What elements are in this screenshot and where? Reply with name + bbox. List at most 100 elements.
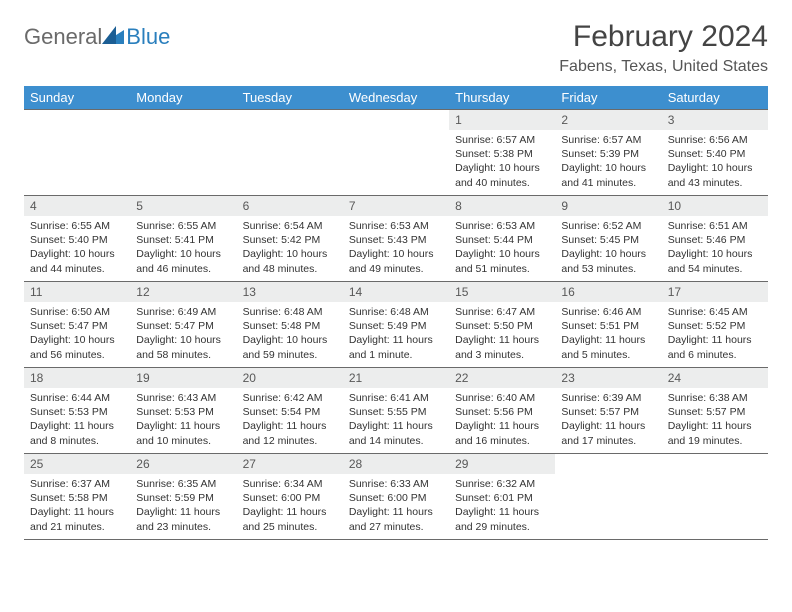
daylight-text: Daylight: 10 hours and 56 minutes. [30,333,124,361]
sunrise-text: Sunrise: 6:55 AM [30,219,124,233]
sunrise-text: Sunrise: 6:39 AM [561,391,655,405]
sunrise-text: Sunrise: 6:46 AM [561,305,655,319]
day-number: 25 [24,454,130,474]
weekday-header: Friday [555,86,661,110]
day-info: Sunrise: 6:54 AMSunset: 5:42 PMDaylight:… [237,216,343,280]
day-info: Sunrise: 6:37 AMSunset: 5:58 PMDaylight:… [24,474,130,538]
daylight-text: Daylight: 10 hours and 43 minutes. [668,161,762,189]
sunset-text: Sunset: 6:00 PM [243,491,337,505]
calendar-day-cell: 17Sunrise: 6:45 AMSunset: 5:52 PMDayligh… [662,282,768,368]
calendar-day-cell: 7Sunrise: 6:53 AMSunset: 5:43 PMDaylight… [343,196,449,282]
calendar-day-cell: 20Sunrise: 6:42 AMSunset: 5:54 PMDayligh… [237,368,343,454]
calendar-week-row: 25Sunrise: 6:37 AMSunset: 5:58 PMDayligh… [24,454,768,540]
sunrise-text: Sunrise: 6:57 AM [561,133,655,147]
sunset-text: Sunset: 5:57 PM [561,405,655,419]
calendar-week-row: 18Sunrise: 6:44 AMSunset: 5:53 PMDayligh… [24,368,768,454]
day-number: 11 [24,282,130,302]
daylight-text: Daylight: 11 hours and 23 minutes. [136,505,230,533]
weekday-header: Tuesday [237,86,343,110]
weekday-header-row: Sunday Monday Tuesday Wednesday Thursday… [24,86,768,110]
calendar-day-cell: 4Sunrise: 6:55 AMSunset: 5:40 PMDaylight… [24,196,130,282]
calendar-day-cell: 3Sunrise: 6:56 AMSunset: 5:40 PMDaylight… [662,110,768,196]
day-info: Sunrise: 6:38 AMSunset: 5:57 PMDaylight:… [662,388,768,452]
sunset-text: Sunset: 6:00 PM [349,491,443,505]
calendar-body: 1Sunrise: 6:57 AMSunset: 5:38 PMDaylight… [24,110,768,540]
day-number: 13 [237,282,343,302]
daylight-text: Daylight: 11 hours and 27 minutes. [349,505,443,533]
sunrise-text: Sunrise: 6:42 AM [243,391,337,405]
day-number: 15 [449,282,555,302]
sunrise-text: Sunrise: 6:55 AM [136,219,230,233]
daylight-text: Daylight: 11 hours and 21 minutes. [30,505,124,533]
day-number: 22 [449,368,555,388]
daylight-text: Daylight: 11 hours and 6 minutes. [668,333,762,361]
sunset-text: Sunset: 5:38 PM [455,147,549,161]
daylight-text: Daylight: 11 hours and 8 minutes. [30,419,124,447]
calendar-day-cell: 1Sunrise: 6:57 AMSunset: 5:38 PMDaylight… [449,110,555,196]
sunrise-text: Sunrise: 6:54 AM [243,219,337,233]
sunrise-text: Sunrise: 6:34 AM [243,477,337,491]
calendar-day-cell: 24Sunrise: 6:38 AMSunset: 5:57 PMDayligh… [662,368,768,454]
brand-logo: General Blue [24,24,170,50]
day-number: 28 [343,454,449,474]
sunrise-text: Sunrise: 6:47 AM [455,305,549,319]
sunrise-text: Sunrise: 6:44 AM [30,391,124,405]
calendar-day-cell: 25Sunrise: 6:37 AMSunset: 5:58 PMDayligh… [24,454,130,540]
daylight-text: Daylight: 11 hours and 17 minutes. [561,419,655,447]
day-number: 2 [555,110,661,130]
sunset-text: Sunset: 5:40 PM [668,147,762,161]
calendar-day-cell: 13Sunrise: 6:48 AMSunset: 5:48 PMDayligh… [237,282,343,368]
calendar-day-cell: 21Sunrise: 6:41 AMSunset: 5:55 PMDayligh… [343,368,449,454]
daylight-text: Daylight: 11 hours and 3 minutes. [455,333,549,361]
day-info: Sunrise: 6:48 AMSunset: 5:49 PMDaylight:… [343,302,449,366]
calendar-day-cell: 6Sunrise: 6:54 AMSunset: 5:42 PMDaylight… [237,196,343,282]
day-number: 26 [130,454,236,474]
calendar-day-cell: 5Sunrise: 6:55 AMSunset: 5:41 PMDaylight… [130,196,236,282]
sunset-text: Sunset: 5:57 PM [668,405,762,419]
daylight-text: Daylight: 10 hours and 41 minutes. [561,161,655,189]
weekday-header: Monday [130,86,236,110]
daylight-text: Daylight: 10 hours and 58 minutes. [136,333,230,361]
calendar-day-cell: 27Sunrise: 6:34 AMSunset: 6:00 PMDayligh… [237,454,343,540]
calendar-day-cell [237,110,343,196]
calendar-table: Sunday Monday Tuesday Wednesday Thursday… [24,86,768,540]
sunset-text: Sunset: 5:53 PM [136,405,230,419]
sunset-text: Sunset: 5:59 PM [136,491,230,505]
calendar-day-cell [24,110,130,196]
daylight-text: Daylight: 11 hours and 19 minutes. [668,419,762,447]
day-number: 19 [130,368,236,388]
daylight-text: Daylight: 11 hours and 16 minutes. [455,419,549,447]
sunrise-text: Sunrise: 6:37 AM [30,477,124,491]
calendar-day-cell: 28Sunrise: 6:33 AMSunset: 6:00 PMDayligh… [343,454,449,540]
sunrise-text: Sunrise: 6:38 AM [668,391,762,405]
calendar-week-row: 4Sunrise: 6:55 AMSunset: 5:40 PMDaylight… [24,196,768,282]
sunset-text: Sunset: 5:52 PM [668,319,762,333]
day-info: Sunrise: 6:42 AMSunset: 5:54 PMDaylight:… [237,388,343,452]
day-info: Sunrise: 6:32 AMSunset: 6:01 PMDaylight:… [449,474,555,538]
sunrise-text: Sunrise: 6:51 AM [668,219,762,233]
day-info: Sunrise: 6:52 AMSunset: 5:45 PMDaylight:… [555,216,661,280]
daylight-text: Daylight: 11 hours and 1 minute. [349,333,443,361]
calendar-day-cell: 2 Sunrise: 6:57 AMSunset: 5:39 PMDaylight… [555,110,661,196]
daylight-text: Daylight: 10 hours and 46 minutes. [136,247,230,275]
day-info: Sunrise: 6:41 AMSunset: 5:55 PMDaylight:… [343,388,449,452]
sunrise-text: Sunrise: 6:40 AM [455,391,549,405]
sunset-text: Sunset: 5:39 PM [561,147,655,161]
sunset-text: Sunset: 5:47 PM [30,319,124,333]
daylight-text: Daylight: 11 hours and 10 minutes. [136,419,230,447]
daylight-text: Daylight: 10 hours and 48 minutes. [243,247,337,275]
weekday-header: Saturday [662,86,768,110]
calendar-day-cell [662,454,768,540]
day-info: Sunrise: 6:57 AMSunset: 5:38 PMDaylight:… [449,130,555,194]
day-number: 7 [343,196,449,216]
day-number: 16 [555,282,661,302]
day-number: 21 [343,368,449,388]
calendar-day-cell [555,454,661,540]
day-info: Sunrise: 6:50 AMSunset: 5:47 PMDaylight:… [24,302,130,366]
sunset-text: Sunset: 5:50 PM [455,319,549,333]
sunset-text: Sunset: 5:43 PM [349,233,443,247]
sunrise-text: Sunrise: 6:53 AM [455,219,549,233]
sunset-text: Sunset: 5:47 PM [136,319,230,333]
day-info: Sunrise: 6:53 AMSunset: 5:44 PMDaylight:… [449,216,555,280]
day-number: 17 [662,282,768,302]
